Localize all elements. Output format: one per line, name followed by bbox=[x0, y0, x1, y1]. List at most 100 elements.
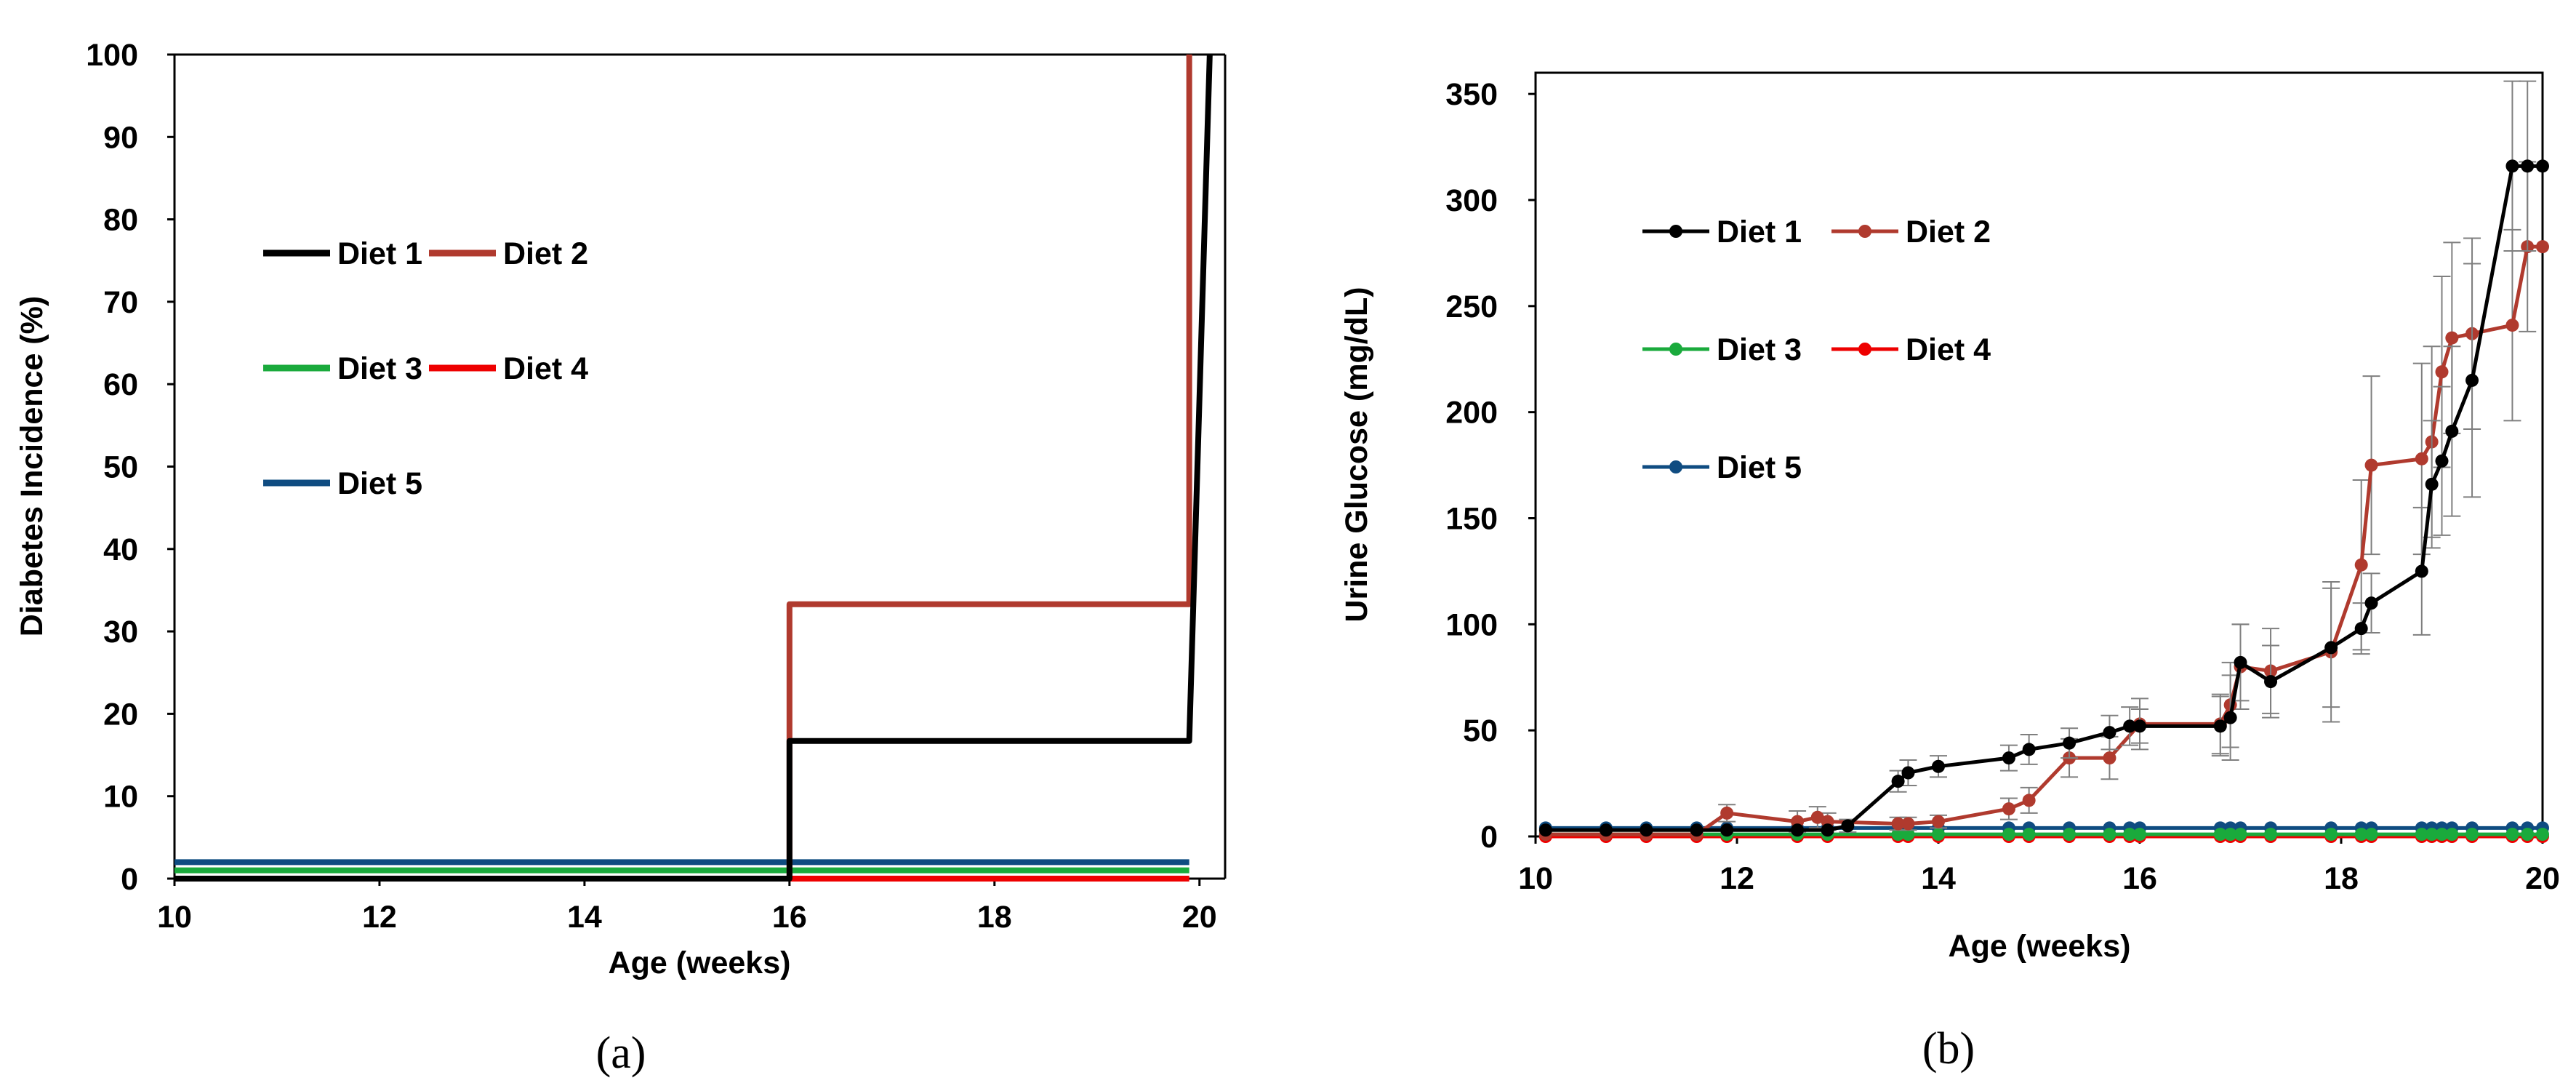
data-point bbox=[2002, 751, 2015, 765]
data-point bbox=[2213, 719, 2227, 733]
data-point bbox=[2133, 719, 2146, 733]
data-point bbox=[2354, 558, 2368, 572]
data-point bbox=[2364, 458, 2378, 472]
data-point bbox=[2022, 794, 2036, 807]
data-point bbox=[2445, 424, 2459, 438]
legend-label: Diet 2 bbox=[503, 236, 588, 271]
x-tick-label: 12 bbox=[362, 900, 397, 935]
legend: Diet 1 Diet 2 Diet 3 Diet 4 Diet 5 bbox=[263, 236, 588, 501]
y-tick-label: 50 bbox=[1463, 714, 1498, 748]
legend-label: Diet 1 bbox=[337, 236, 422, 271]
panel-label: (a) bbox=[596, 1028, 646, 1078]
data-point bbox=[2123, 719, 2137, 733]
data-point bbox=[1791, 823, 1805, 837]
data-point bbox=[1821, 823, 1834, 837]
y-tick-label: 60 bbox=[103, 367, 138, 402]
data-point bbox=[2022, 828, 2036, 842]
series-diet-1 bbox=[174, 54, 1213, 882]
series-line bbox=[174, 54, 1213, 882]
data-point bbox=[2063, 736, 2077, 750]
data-point bbox=[2445, 828, 2459, 842]
series-diet-2 bbox=[1538, 161, 2549, 842]
data-point bbox=[2234, 655, 2247, 669]
data-point bbox=[1640, 823, 1653, 837]
y-tick-label: 150 bbox=[1445, 502, 1498, 537]
legend-item: Diet 2 bbox=[429, 236, 588, 271]
legend-marker bbox=[1669, 343, 1682, 356]
y-tick-label: 20 bbox=[103, 697, 138, 732]
y-tick-label: 350 bbox=[1445, 77, 1498, 112]
legend-marker bbox=[1669, 460, 1682, 473]
data-point bbox=[2435, 828, 2449, 842]
data-point bbox=[1891, 775, 1905, 788]
x-tick-label: 12 bbox=[1720, 861, 1754, 896]
legend-marker bbox=[1858, 225, 1871, 238]
x-tick-label: 16 bbox=[772, 900, 807, 935]
x-tick-label: 18 bbox=[977, 900, 1012, 935]
legend-item: Diet 5 bbox=[1642, 450, 1802, 485]
data-point bbox=[1901, 817, 1915, 831]
data-point bbox=[1891, 828, 1905, 842]
data-point bbox=[2505, 159, 2519, 173]
y-tick-label: 50 bbox=[103, 450, 138, 485]
y-axis-title: Diabetes Incidence (%) bbox=[15, 296, 49, 636]
data-point bbox=[2415, 828, 2428, 842]
series-line bbox=[174, 55, 1192, 882]
data-point bbox=[2465, 828, 2479, 842]
data-point bbox=[2213, 828, 2227, 842]
data-point bbox=[1932, 815, 1945, 828]
y-tick-label: 0 bbox=[1480, 820, 1498, 855]
data-point bbox=[1538, 823, 1552, 837]
legend-item: Diet 5 bbox=[263, 466, 422, 501]
data-point bbox=[1932, 828, 1945, 842]
legend-label: Diet 3 bbox=[337, 351, 422, 386]
series-diet-2 bbox=[174, 55, 1192, 882]
y-tick-label: 70 bbox=[103, 285, 138, 320]
data-point bbox=[1690, 823, 1704, 837]
data-point bbox=[2364, 828, 2378, 842]
data-point bbox=[2354, 828, 2368, 842]
data-point bbox=[2103, 751, 2116, 765]
data-point bbox=[2123, 828, 2137, 842]
legend-item: Diet 4 bbox=[1831, 332, 1991, 367]
data-point bbox=[2364, 596, 2378, 610]
data-point bbox=[2505, 828, 2519, 842]
data-point bbox=[2324, 828, 2338, 842]
legend-marker bbox=[1858, 343, 1871, 356]
x-tick-label: 20 bbox=[2525, 861, 2560, 896]
x-axis-title: Age (weeks) bbox=[1949, 929, 2131, 964]
y-tick-label: 0 bbox=[121, 862, 138, 897]
data-point bbox=[2234, 828, 2247, 842]
x-tick-label: 16 bbox=[2122, 861, 2157, 896]
data-point bbox=[2536, 159, 2549, 173]
data-point bbox=[2536, 828, 2549, 842]
data-point bbox=[1599, 823, 1613, 837]
y-tick-label: 10 bbox=[103, 780, 138, 815]
data-point bbox=[2415, 564, 2428, 578]
y-tick-label: 100 bbox=[1445, 607, 1498, 642]
data-point bbox=[2063, 828, 2077, 842]
y-tick-label: 250 bbox=[1445, 289, 1498, 324]
data-point bbox=[2445, 331, 2459, 345]
series-diet-1 bbox=[1538, 80, 2549, 837]
y-tick-label: 300 bbox=[1445, 183, 1498, 218]
y-tick-label: 100 bbox=[86, 38, 138, 73]
data-point bbox=[2103, 828, 2116, 842]
data-point bbox=[1841, 819, 1855, 833]
data-point bbox=[2324, 641, 2338, 655]
data-point bbox=[2415, 452, 2428, 465]
data-point bbox=[1891, 817, 1905, 831]
legend-label: Diet 3 bbox=[1717, 332, 1802, 367]
legend-marker bbox=[1669, 225, 1682, 238]
data-point bbox=[2435, 365, 2449, 379]
y-tick-label: 80 bbox=[103, 203, 138, 238]
data-point bbox=[1901, 828, 1915, 842]
data-point bbox=[1901, 766, 1915, 780]
legend-label: Diet 2 bbox=[1906, 215, 1991, 249]
data-point bbox=[2002, 828, 2015, 842]
data-point bbox=[2103, 726, 2116, 740]
x-tick-label: 18 bbox=[2324, 861, 2359, 896]
x-tick-label: 20 bbox=[1182, 900, 1217, 935]
data-point bbox=[2223, 828, 2237, 842]
